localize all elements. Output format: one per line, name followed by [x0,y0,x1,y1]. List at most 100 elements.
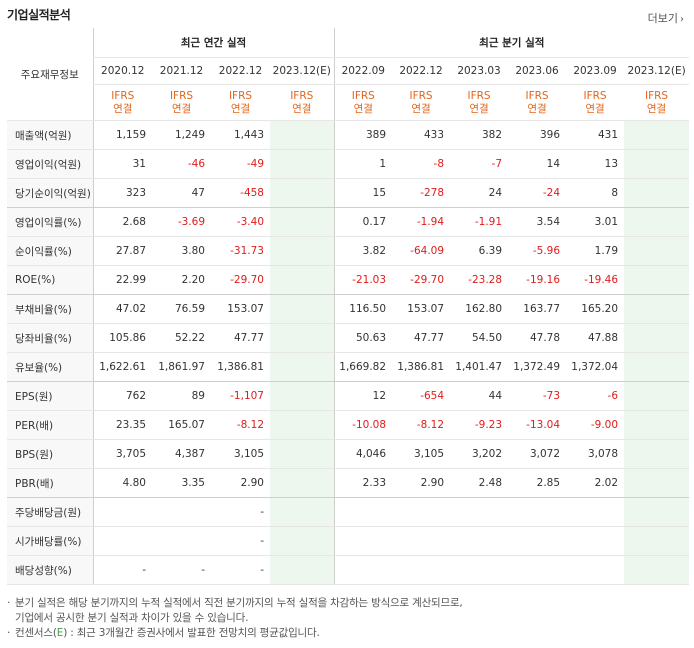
annual-value-cell: 1,861.97 [152,352,211,382]
ifrs-label: IFRS 연결 [508,84,567,121]
quarter-value-cell: -6 [566,381,625,411]
quarter-value-cell: 1 [333,149,393,179]
quarter-value-cell: 1,372.04 [566,352,625,382]
quarter-value-cell: -21.03 [333,265,393,295]
quarter-value-cell [624,294,690,324]
quarter-value-cell [392,497,451,527]
ifrs-consolidated: 연결 [527,102,547,115]
table-row: 영업이익률(%) 2.68 -3.69 -3.40 0.17 -1.94 -1.91 3.54… [7,207,690,237]
ifrs-label: IFRS 연결 [211,84,270,121]
quarter-value-cell [392,526,451,556]
table-row: BPS(원) 3,705 4,387 3,105 4,046 3,105 3,202 3,07… [7,439,690,469]
ifrs-standard: IFRS [467,89,491,102]
quarter-value-cell: 47.88 [566,323,625,353]
annual-value-cell [270,352,335,382]
quarter-value-cell: 433 [392,120,451,150]
row-label: 시가배당률(%) [7,526,93,556]
quarter-value-cell: 1,372.49 [508,352,567,382]
ifrs-consolidated: 연결 [646,102,667,115]
quarter-value-cell [333,497,393,527]
annual-value-cell [270,381,335,411]
quarter-value-cell: 116.50 [333,294,393,324]
table-row: 순이익률(%) 27.87 3.80 -31.73 3.82 -64.09 6.39 -5.9… [7,236,690,266]
quarter-value-cell: 3,078 [566,439,625,469]
quarter-value-cell: -19.16 [508,265,567,295]
quarter-value-cell [624,323,690,353]
annual-value-cell [270,555,335,585]
annual-value-cell: 153.07 [211,294,270,324]
annual-value-cell [270,468,335,498]
quarter-value-cell [624,381,690,411]
quarter-value-cell: -8.12 [392,410,451,440]
quarter-value-cell [392,555,451,585]
ifrs-consolidated: 연결 [171,102,192,115]
row-label: 매출액(억원) [7,120,93,150]
quarter-value-cell: 3.82 [333,236,393,266]
annual-value-cell: - [211,497,270,527]
section-title: 기업실적분석 [7,8,71,22]
table-row: PBR(배) 4.80 3.35 2.90 2.33 2.90 2.48 2.85 2.02 [7,468,690,498]
quarter-value-cell [566,526,625,556]
annual-value-cell: - [152,555,211,585]
quarter-value-cell: -1.91 [450,207,509,237]
annual-period-header: 2023.12(E) [270,57,335,85]
quarter-value-cell: -7 [450,149,509,179]
quarter-value-cell: 2.90 [392,468,451,498]
quarter-value-cell: 382 [450,120,509,150]
table-row: EPS(원) 762 89 -1,107 12 -654 44 -73 -6 [7,381,690,411]
quarter-value-cell: 431 [566,120,625,150]
annual-value-cell: 47 [152,178,211,208]
quarter-value-cell [450,555,509,585]
row-label: 영업이익(억원) [7,149,93,179]
ifrs-standard: IFRS [525,89,549,102]
annual-value-cell: 23.35 [92,410,152,440]
quarter-value-cell: 1,401.47 [450,352,509,382]
annual-value-cell: 1,159 [92,120,152,150]
quarter-value-cell [624,555,690,585]
row-label: ROE(%) [7,265,93,295]
annual-value-cell [270,294,335,324]
quarter-value-cell: 50.63 [333,323,393,353]
quarter-value-cell [566,497,625,527]
quarter-value-cell: 2.48 [450,468,509,498]
quarter-value-cell: 389 [333,120,393,150]
annual-value-cell [152,497,211,527]
quarter-value-cell: -19.46 [566,265,625,295]
annual-value-cell [270,439,335,469]
annual-value-cell: 2.20 [152,265,211,295]
quarter-value-cell: 2.85 [508,468,567,498]
quarter-value-cell: 6.39 [450,236,509,266]
label-column-header: 주요재무정보 [7,28,93,121]
annual-value-cell: 3.35 [152,468,211,498]
annual-value-cell: 165.07 [152,410,211,440]
quarter-value-cell [624,526,690,556]
annual-value-cell: 47.77 [211,323,270,353]
annual-value-cell: 105.86 [92,323,152,353]
quarter-value-cell: -5.96 [508,236,567,266]
row-label: 영업이익률(%) [7,207,93,237]
quarter-period-header: 2023.03 [450,57,509,85]
row-label: EPS(원) [7,381,93,411]
quarter-value-cell: -64.09 [392,236,451,266]
annual-value-cell [270,526,335,556]
more-link[interactable]: 더보기 › [648,10,684,26]
ifrs-standard: IFRS [645,89,669,102]
quarter-value-cell [508,526,567,556]
annual-value-cell: -31.73 [211,236,270,266]
quarter-value-cell [624,178,690,208]
footnote-1: · 분기 실적은 해당 분기까지의 누적 실적에서 직전 분기까지의 누적 실적을… [7,597,463,609]
quarter-period-header: 2023.06 [508,57,567,85]
annual-value-cell [270,323,335,353]
quarter-group-header: 최근 분기 실적 [333,28,690,58]
quarter-value-cell: 3,202 [450,439,509,469]
quarter-value-cell [566,555,625,585]
header-bar: 기업실적분석 더보기 › [0,0,694,28]
annual-value-cell: 2.90 [211,468,270,498]
annual-value-cell: 1,249 [152,120,211,150]
quarter-value-cell: 3,072 [508,439,567,469]
ifrs-consolidated: 연결 [585,102,605,115]
ifrs-standard: IFRS [409,89,433,102]
quarter-value-cell [508,497,567,527]
row-label: 부채비율(%) [7,294,93,324]
annual-value-cell: - [211,555,270,585]
